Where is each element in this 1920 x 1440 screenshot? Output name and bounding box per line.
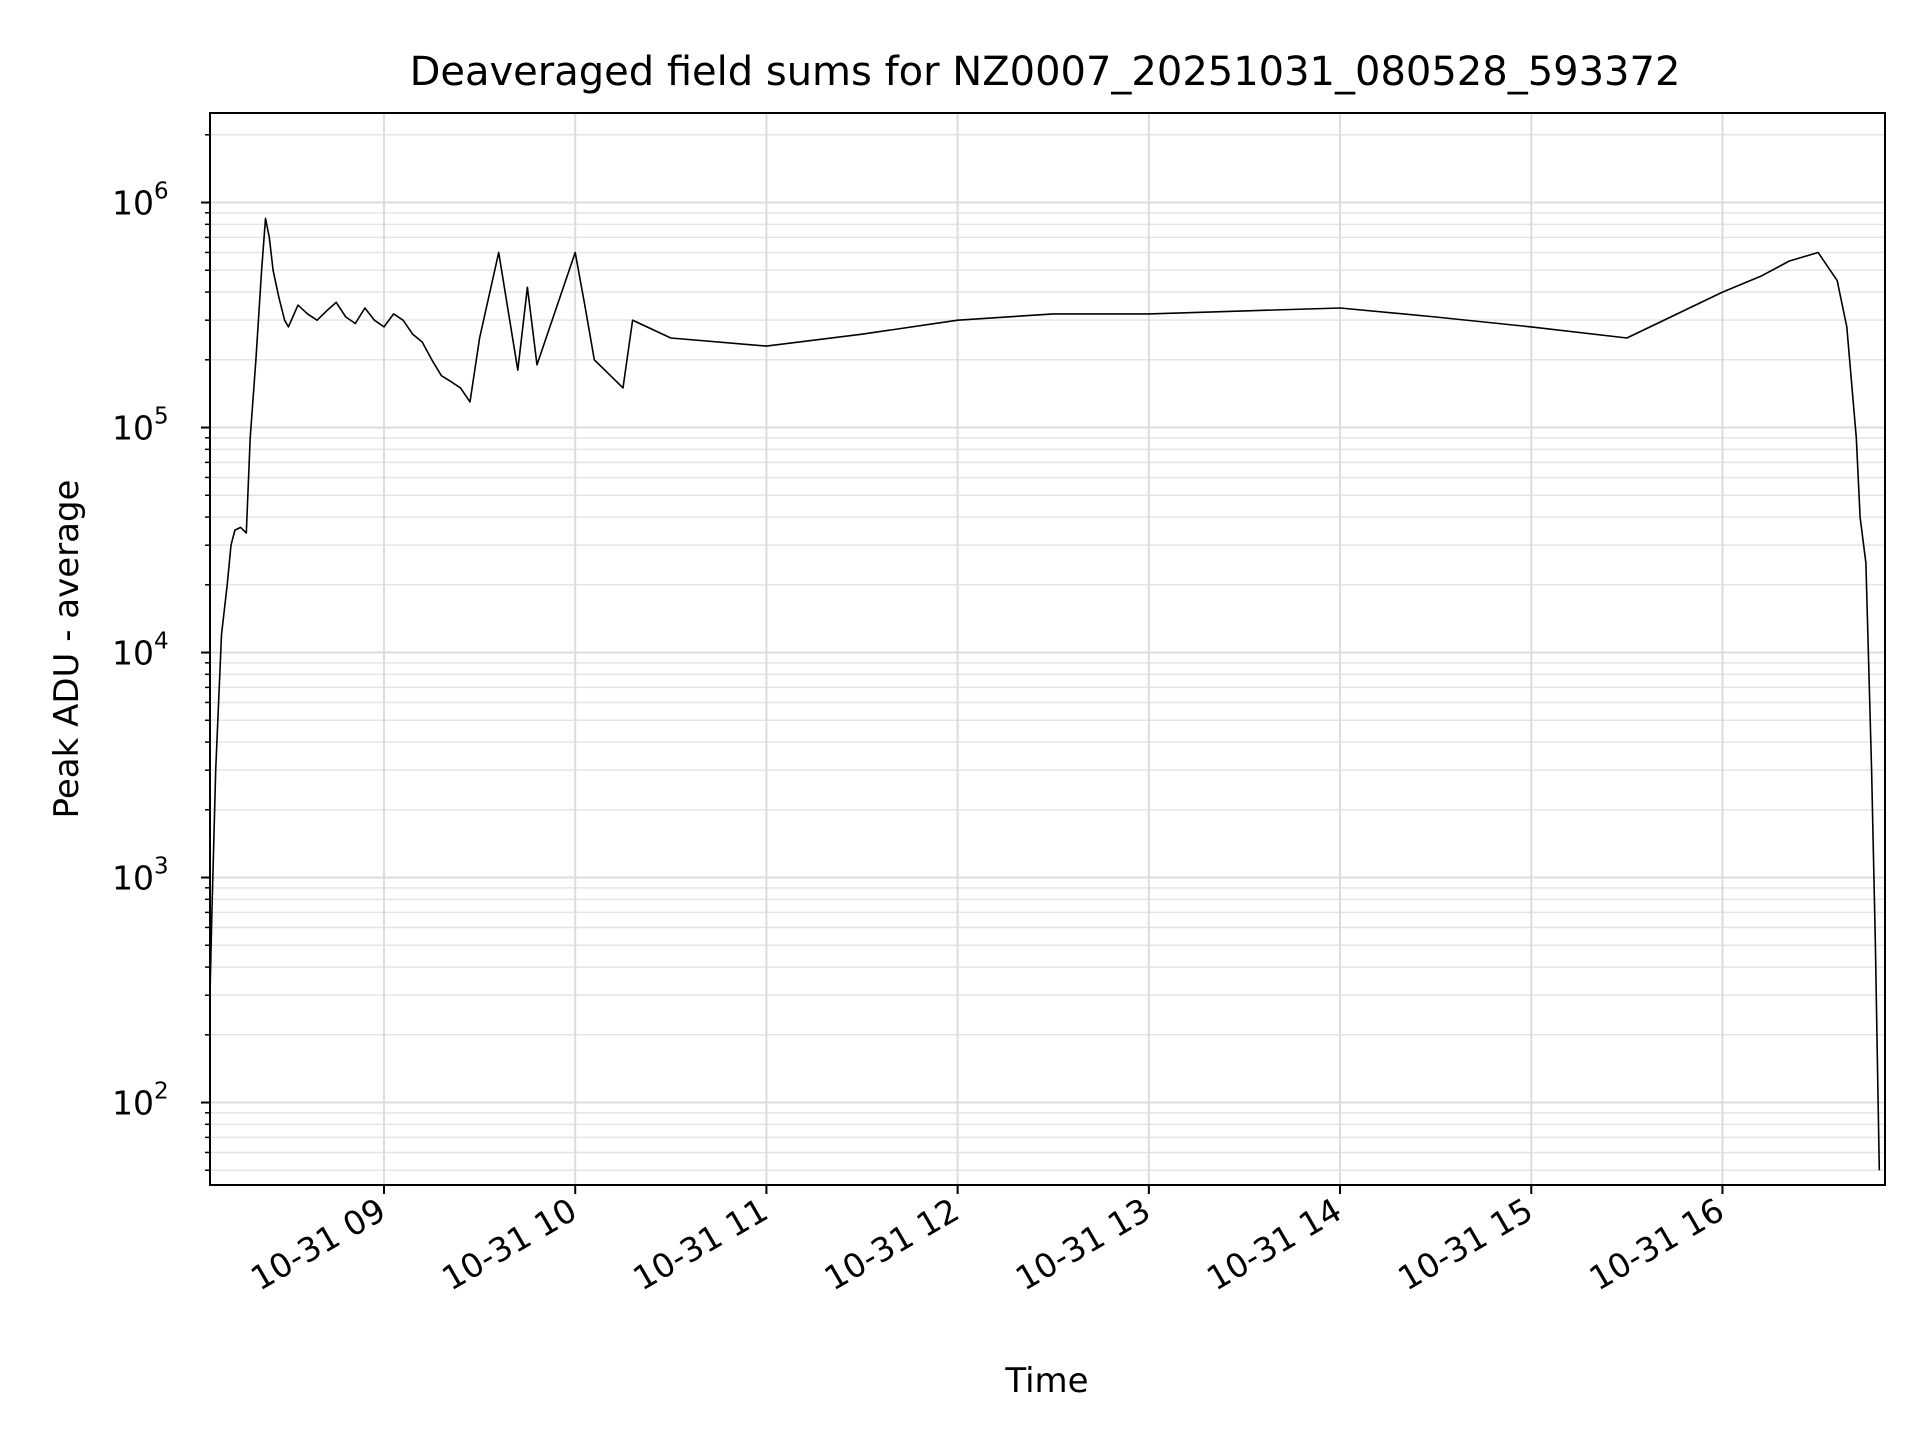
x-tick-label: 10-31 12 [818, 1190, 966, 1298]
chart-title: Deaveraged field sums for NZ0007_2025103… [410, 49, 1681, 95]
y-tick-label: 104 [112, 629, 169, 673]
x-tick-label: 10-31 15 [1391, 1190, 1539, 1298]
x-tick-label: 10-31 10 [435, 1190, 583, 1298]
y-axis: 102 103 104 105 106 [112, 134, 210, 1172]
x-tick-label: 10-31 09 [244, 1190, 392, 1298]
series-line [210, 217, 1881, 1171]
plot-area [210, 217, 1881, 1171]
x-axis-title: Time [1004, 1361, 1088, 1401]
y-axis-title: Peak ADU - average [47, 480, 87, 819]
y-tick-label: 103 [112, 854, 169, 898]
x-tick-label: 10-31 16 [1582, 1190, 1730, 1298]
plot-frame [209, 112, 1886, 1186]
x-axis: 10-31 09 10-31 10 10-31 11 10-31 12 10-31 13… [244, 1185, 1730, 1298]
grid-lines [210, 113, 1885, 1185]
x-tick-label: 10-31 11 [626, 1190, 774, 1298]
x-tick-label: 10-31 13 [1009, 1190, 1157, 1298]
y-tick-label: 102 [112, 1079, 169, 1123]
y-tick-label: 106 [112, 179, 169, 223]
x-tick-label: 10-31 14 [1200, 1190, 1348, 1298]
y-tick-label: 105 [112, 404, 169, 448]
